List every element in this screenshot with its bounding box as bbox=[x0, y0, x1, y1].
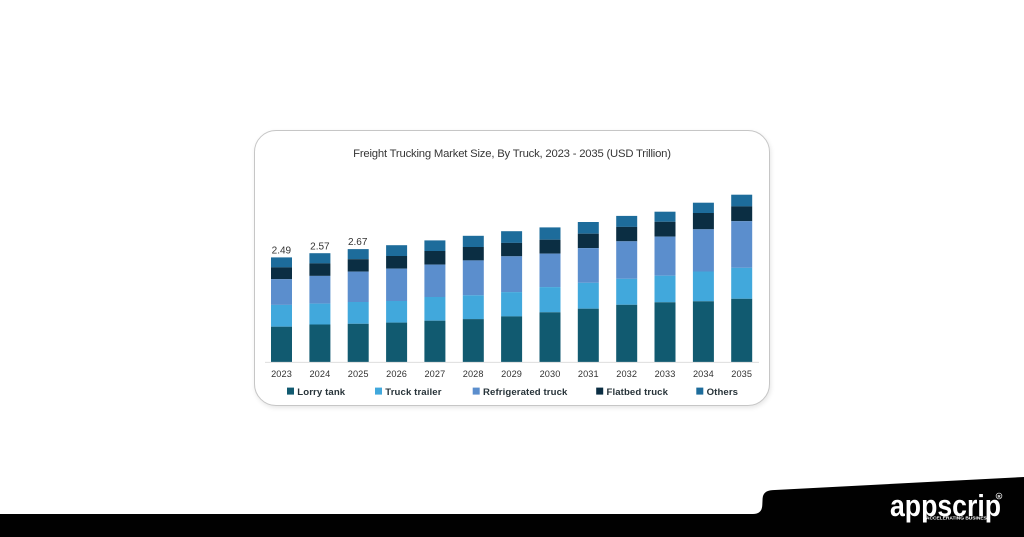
svg-text:R: R bbox=[998, 494, 1002, 499]
svg-text:2024: 2024 bbox=[309, 369, 330, 379]
svg-text:2035: 2035 bbox=[731, 369, 752, 379]
svg-text:2030: 2030 bbox=[540, 369, 561, 379]
svg-text:Refrigerated truck: Refrigerated truck bbox=[483, 387, 568, 398]
svg-text:2.57: 2.57 bbox=[310, 241, 330, 252]
svg-text:2027: 2027 bbox=[424, 369, 445, 379]
svg-text:2032: 2032 bbox=[616, 369, 637, 379]
svg-text:2029: 2029 bbox=[501, 369, 522, 379]
svg-text:2033: 2033 bbox=[655, 369, 676, 379]
svg-text:2.67: 2.67 bbox=[348, 237, 368, 248]
svg-text:2031: 2031 bbox=[578, 369, 599, 379]
svg-text:Others: Others bbox=[707, 387, 739, 398]
svg-text:2.49: 2.49 bbox=[272, 246, 292, 257]
svg-text:ACCELERATING BUSINESS: ACCELERATING BUSINESS bbox=[926, 515, 991, 521]
svg-text:2034: 2034 bbox=[693, 369, 714, 379]
svg-text:appscrip: appscrip bbox=[890, 488, 1001, 523]
svg-text:Lorry tank: Lorry tank bbox=[297, 387, 345, 398]
svg-text:2025: 2025 bbox=[348, 369, 369, 379]
svg-text:2028: 2028 bbox=[463, 369, 484, 379]
svg-text:Flatbed truck: Flatbed truck bbox=[607, 387, 669, 398]
svg-text:2023: 2023 bbox=[271, 369, 292, 379]
svg-text:2026: 2026 bbox=[386, 369, 407, 379]
svg-text:Truck trailer: Truck trailer bbox=[385, 387, 441, 398]
